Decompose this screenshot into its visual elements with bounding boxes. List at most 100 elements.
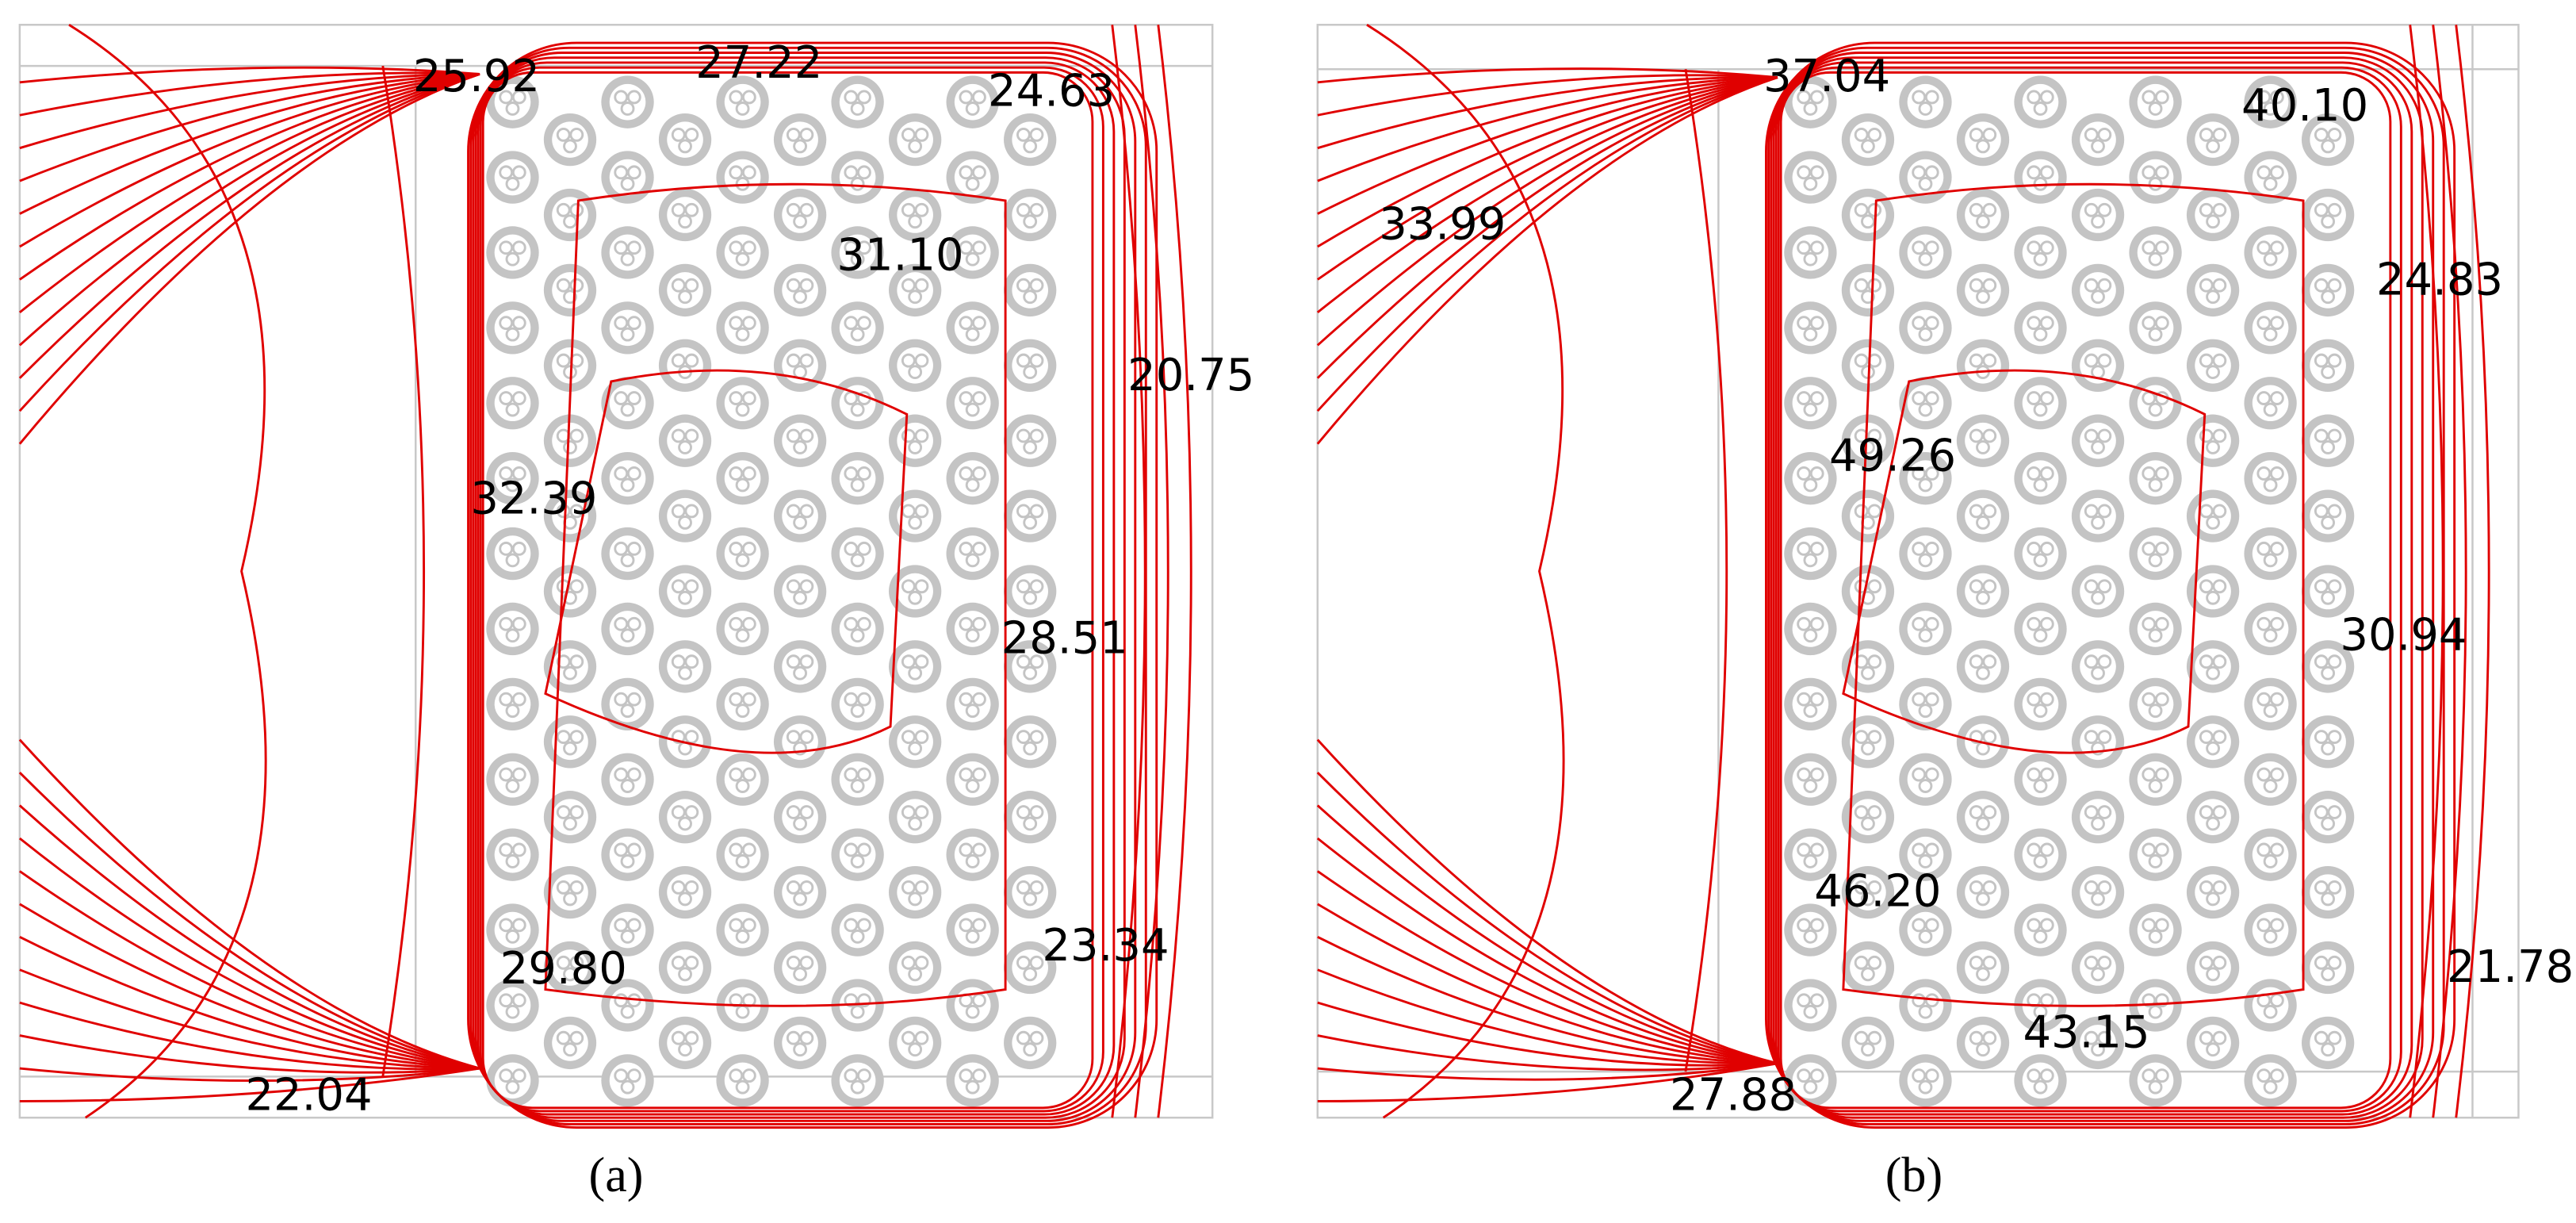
conductor bbox=[671, 654, 686, 669]
conductor bbox=[511, 391, 526, 405]
conductor bbox=[908, 1042, 923, 1057]
conductor bbox=[2206, 967, 2220, 982]
conductor bbox=[684, 654, 699, 669]
conductor bbox=[799, 805, 814, 819]
conductor bbox=[741, 616, 756, 631]
conductor bbox=[965, 553, 980, 568]
conductor bbox=[678, 139, 692, 154]
contour bbox=[19, 66, 480, 84]
conductor bbox=[2199, 428, 2214, 443]
conductor bbox=[2142, 993, 2157, 1008]
conductor bbox=[786, 278, 801, 293]
conductor bbox=[741, 240, 756, 255]
conductor bbox=[505, 327, 520, 342]
conductor bbox=[1809, 767, 1824, 782]
conductor bbox=[2263, 779, 2278, 793]
conductor bbox=[1023, 967, 1038, 982]
contour bbox=[1316, 76, 1778, 314]
conductor bbox=[2263, 327, 2278, 342]
conductor bbox=[2263, 1079, 2278, 1095]
conductor bbox=[908, 440, 923, 454]
conductor bbox=[799, 579, 814, 594]
conductor bbox=[2206, 590, 2220, 605]
conductor bbox=[1867, 730, 1882, 745]
conductor bbox=[1029, 955, 1044, 970]
conductor bbox=[569, 654, 584, 669]
conductor bbox=[793, 891, 808, 907]
contour bbox=[1774, 61, 2413, 1116]
conductor bbox=[2084, 202, 2099, 217]
conductor bbox=[2091, 515, 2105, 530]
conductor bbox=[959, 842, 974, 857]
conductor bbox=[972, 1068, 986, 1083]
conductor bbox=[741, 466, 756, 481]
conductor bbox=[505, 402, 520, 417]
conductor bbox=[850, 553, 865, 568]
conductor bbox=[2212, 1030, 2227, 1045]
conductor bbox=[1976, 891, 1990, 907]
conductor bbox=[1912, 391, 1927, 405]
conductor bbox=[1969, 880, 1984, 895]
conductor bbox=[2269, 90, 2284, 105]
conductor bbox=[2142, 616, 2157, 631]
conductor bbox=[563, 967, 577, 982]
conductor bbox=[735, 327, 750, 342]
conductor bbox=[901, 127, 916, 142]
conductor bbox=[1861, 289, 1875, 305]
conductor bbox=[1023, 590, 1038, 605]
conductor bbox=[799, 428, 814, 443]
conductor bbox=[2321, 515, 2336, 530]
conductor bbox=[1809, 993, 1824, 1008]
conductor bbox=[671, 504, 686, 519]
conductor bbox=[914, 504, 929, 519]
conductor bbox=[2039, 692, 2054, 707]
conductor bbox=[729, 165, 744, 180]
conductor bbox=[793, 289, 808, 305]
conductor bbox=[614, 918, 629, 933]
conductor bbox=[2327, 579, 2342, 594]
conductor bbox=[793, 214, 808, 229]
conductor bbox=[2148, 327, 2163, 342]
conductor bbox=[972, 165, 986, 180]
conductor bbox=[2269, 541, 2284, 556]
conductor bbox=[1803, 704, 1818, 719]
conductor bbox=[626, 692, 641, 707]
conductor bbox=[2154, 692, 2169, 707]
conductor bbox=[1029, 730, 1044, 745]
conductor bbox=[972, 541, 986, 556]
conductor bbox=[1809, 90, 1824, 105]
conductor bbox=[1982, 202, 1997, 217]
conductor bbox=[1976, 1042, 1990, 1057]
conductor bbox=[1016, 654, 1031, 669]
conductor bbox=[563, 289, 577, 305]
conductor bbox=[614, 165, 629, 180]
conductor bbox=[2039, 240, 2054, 255]
contour bbox=[1317, 76, 1778, 248]
conductor bbox=[2212, 654, 2227, 669]
conductor bbox=[2097, 730, 2112, 745]
conductor bbox=[1867, 127, 1882, 142]
conductor bbox=[614, 842, 629, 857]
conductor bbox=[2027, 391, 2042, 405]
contour bbox=[1316, 837, 1778, 1065]
conductor bbox=[1016, 353, 1031, 368]
conductor bbox=[2084, 127, 2099, 142]
conductor bbox=[856, 90, 871, 105]
contour-label: 27.22 bbox=[695, 37, 822, 89]
conductor bbox=[2027, 616, 2042, 631]
conductor bbox=[901, 353, 916, 368]
conductor bbox=[850, 251, 865, 266]
conductor bbox=[901, 730, 916, 745]
conductor bbox=[671, 353, 686, 368]
conductor bbox=[1924, 692, 1939, 707]
conductor bbox=[1803, 553, 1818, 568]
conductor bbox=[2039, 541, 2054, 556]
conductor bbox=[2206, 741, 2220, 756]
conductor bbox=[1797, 842, 1812, 857]
conductor bbox=[2084, 955, 2099, 970]
conductor bbox=[1912, 466, 1927, 481]
contour-label: 24.63 bbox=[988, 65, 1115, 117]
conductor bbox=[2314, 1030, 2329, 1045]
conductor bbox=[2212, 880, 2227, 895]
